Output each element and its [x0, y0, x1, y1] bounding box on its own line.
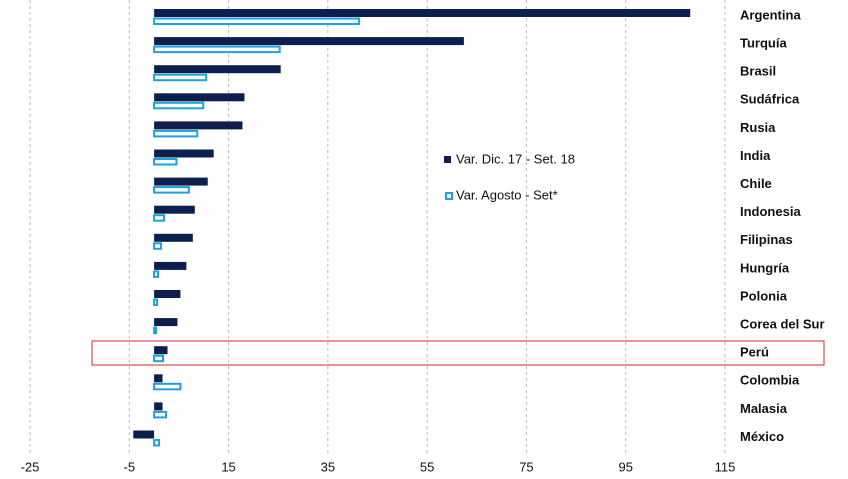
- bar: [154, 177, 208, 186]
- bar: [154, 93, 245, 102]
- category-label: Filipinas: [740, 232, 793, 247]
- category-label: Chile: [740, 176, 772, 191]
- x-tick-label: -25: [21, 459, 40, 474]
- x-tick-label: 15: [221, 459, 235, 474]
- category-label: Indonesia: [740, 204, 801, 219]
- bar: [153, 17, 361, 25]
- category-label: Colombia: [740, 373, 800, 388]
- bar: [154, 205, 195, 214]
- bar: [153, 101, 205, 110]
- category-label: México: [740, 429, 784, 444]
- bar: [153, 270, 160, 278]
- bar: [153, 410, 168, 419]
- x-tick-label: 115: [715, 459, 736, 474]
- bar: [153, 354, 165, 363]
- bar: [153, 242, 163, 250]
- category-label: Argentina: [740, 7, 801, 22]
- bar: [153, 158, 178, 166]
- bar: [153, 382, 182, 391]
- legend-swatch: [444, 156, 451, 163]
- bar: [153, 298, 159, 306]
- highlight-box: [91, 340, 825, 366]
- category-label: Malasia: [740, 401, 788, 416]
- x-tick-label: 35: [321, 459, 335, 474]
- bar: [154, 233, 193, 242]
- bar: [154, 149, 214, 158]
- bar: [154, 346, 168, 355]
- category-label: Rusia: [740, 120, 776, 135]
- bar: [153, 73, 208, 82]
- category-label: Hungría: [740, 260, 790, 275]
- category-label: Perú: [740, 345, 769, 360]
- bar: [154, 121, 243, 130]
- x-tick-label: 75: [519, 459, 533, 474]
- category-label: Brasil: [740, 64, 776, 79]
- bar: [133, 430, 155, 439]
- category-label: Turquía: [740, 36, 787, 51]
- bar: [154, 374, 163, 383]
- bar: [154, 65, 281, 74]
- bar: [154, 318, 178, 327]
- x-tick-label: 95: [618, 459, 632, 474]
- bar: [153, 129, 199, 138]
- category-label: Sudáfrica: [740, 92, 800, 107]
- bar: [154, 290, 181, 298]
- bar: [154, 261, 187, 270]
- bar: [153, 326, 158, 335]
- category-label: Corea del Sur: [740, 317, 825, 332]
- legend-swatch: [445, 192, 453, 200]
- category-label: India: [740, 148, 771, 163]
- category-label: Polonia: [740, 288, 788, 303]
- bar: [153, 214, 166, 222]
- x-tick-label: -5: [124, 459, 136, 474]
- bar: [153, 439, 161, 447]
- bar: [154, 9, 691, 17]
- bar: [153, 45, 281, 54]
- bar: [154, 37, 464, 46]
- bar: [154, 402, 163, 411]
- bar: [153, 186, 190, 194]
- legend-label: Var. Dic. 17 - Set. 18: [456, 151, 575, 166]
- x-tick-label: 55: [420, 459, 434, 474]
- legend-label: Var. Agosto - Set*: [456, 187, 558, 202]
